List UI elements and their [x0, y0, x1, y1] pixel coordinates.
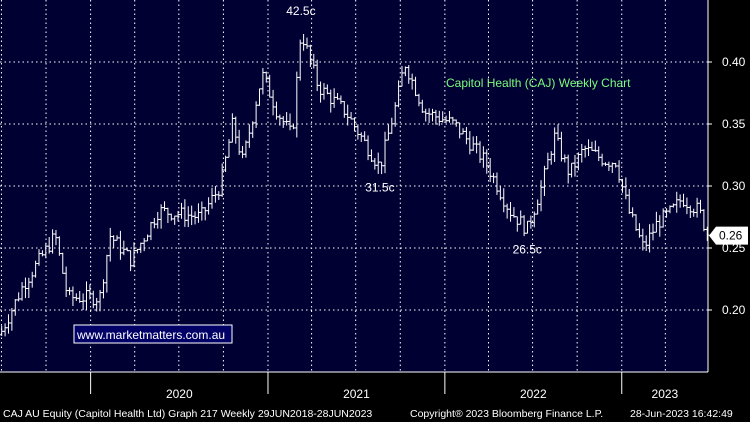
price-bars — [0, 33, 710, 337]
y-tick-label: 0.30 — [722, 179, 746, 193]
price-annotation: 42.5c — [286, 4, 315, 18]
y-tick-label: 0.40 — [722, 55, 746, 69]
y-tick-label: 0.20 — [722, 303, 746, 317]
price-annotation: 31.5c — [365, 180, 394, 194]
last-price-label: 0.26 — [719, 229, 743, 243]
footer-security: CAJ AU Equity (Capitol Health Ltd) Graph… — [3, 408, 372, 420]
plot-area — [0, 0, 708, 372]
x-tick-label: 2020 — [166, 387, 193, 401]
footer-copyright: Copyright® 2023 Bloomberg Finance L.P. — [410, 408, 603, 420]
x-tick-label: 2022 — [520, 387, 547, 401]
watermark-box: www.marketmatters.com.au — [73, 324, 233, 344]
price-annotation: 26.5c — [513, 242, 542, 256]
watermark-text: www.marketmatters.com.au — [76, 328, 225, 342]
x-tick-label: 2023 — [652, 387, 679, 401]
x-axis-ticks: 2020 2021 2022 2023 — [90, 372, 679, 401]
gridlines — [0, 0, 708, 372]
chart-title: Capitol Health (CAJ) Weekly Chart — [446, 76, 631, 90]
last-price-tag: 0.26 — [709, 226, 748, 245]
y-tick-label: 0.35 — [722, 117, 746, 131]
footer-timestamp: 28-Jun-2023 16:42:49 — [630, 408, 733, 420]
x-tick-label: 2021 — [343, 387, 370, 401]
watermark-frame — [73, 324, 233, 344]
last-price-marker — [709, 226, 748, 245]
price-annotations: 42.5c 31.5c 26.5c — [286, 4, 542, 256]
